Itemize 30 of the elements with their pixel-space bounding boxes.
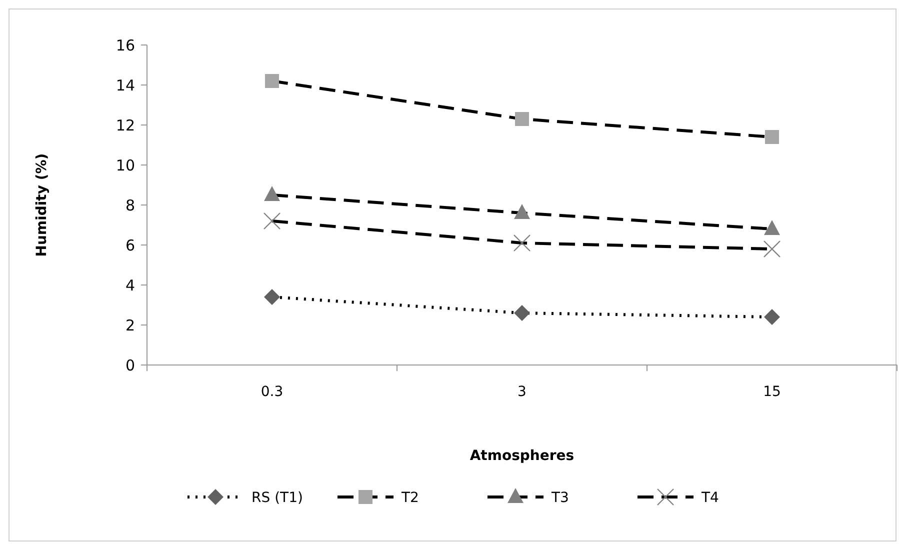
legend-label: T4	[700, 490, 720, 506]
point	[513, 234, 531, 252]
x-axis-title: Atmospheres	[470, 448, 574, 464]
point	[264, 289, 280, 305]
y-tick-label: 6	[125, 236, 135, 254]
y-tick-label: 8	[125, 196, 135, 214]
y-tick-label: 0	[125, 356, 135, 374]
legend-label: T2	[400, 490, 419, 506]
y-tick-label: 2	[125, 316, 135, 334]
point	[514, 204, 530, 219]
point	[263, 212, 281, 230]
point	[765, 130, 779, 144]
y-tick-label: 14	[116, 76, 135, 94]
x-tick-label: 0.3	[260, 384, 284, 400]
point	[763, 240, 781, 258]
point	[764, 309, 780, 325]
legend-label: RS (T1)	[252, 490, 303, 506]
y-axis-title: Humidity (%)	[34, 153, 50, 257]
point	[764, 220, 780, 235]
point	[514, 305, 530, 321]
x-tick-label: 3	[518, 384, 526, 400]
y-tick-label: 10	[116, 156, 135, 174]
point	[265, 74, 279, 88]
x-tick-label: 15	[763, 384, 781, 400]
y-tick-label: 16	[116, 36, 135, 54]
point	[264, 186, 280, 201]
y-tick-label: 12	[116, 116, 135, 134]
legend-label: T3	[550, 490, 569, 506]
y-tick-label: 4	[125, 276, 135, 294]
point	[515, 112, 529, 126]
